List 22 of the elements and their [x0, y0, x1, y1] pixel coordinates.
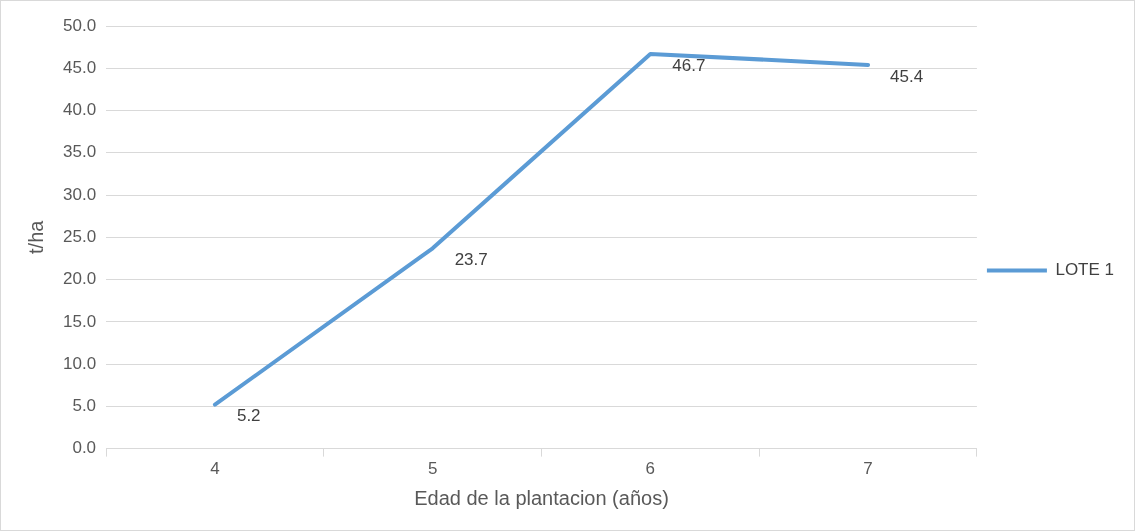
y-tick-label: 45.0 [62, 57, 97, 77]
y-tick-label: 40.0 [62, 100, 97, 120]
y-tick-label: 20.0 [62, 269, 97, 289]
y-tick-label: 35.0 [62, 142, 97, 162]
y-tick-label: 10.0 [62, 353, 97, 373]
y-tick-label: 0.0 [72, 438, 97, 458]
y-axis-title: t/ha [24, 219, 47, 254]
y-tick-label: 5.0 [72, 396, 97, 416]
x-tick-label: 4 [210, 459, 220, 479]
x-tick-label: 7 [863, 459, 873, 479]
data-label: 46.7 [672, 55, 706, 75]
x-tick-label: 6 [645, 459, 656, 479]
data-label: 5.2 [236, 406, 261, 426]
data-label: 45.4 [890, 66, 924, 86]
legend-label: LOTE 1 [1055, 260, 1115, 280]
y-tick-label: 50.0 [62, 15, 97, 35]
y-tick-label: 15.0 [62, 311, 97, 331]
data-label: 23.7 [454, 249, 488, 269]
y-tick-label: 25.0 [62, 226, 97, 246]
y-tick-label: 30.0 [62, 184, 97, 204]
x-axis-title: Edad de la plantacion (años) [414, 486, 669, 509]
x-tick-label: 5 [427, 459, 438, 479]
